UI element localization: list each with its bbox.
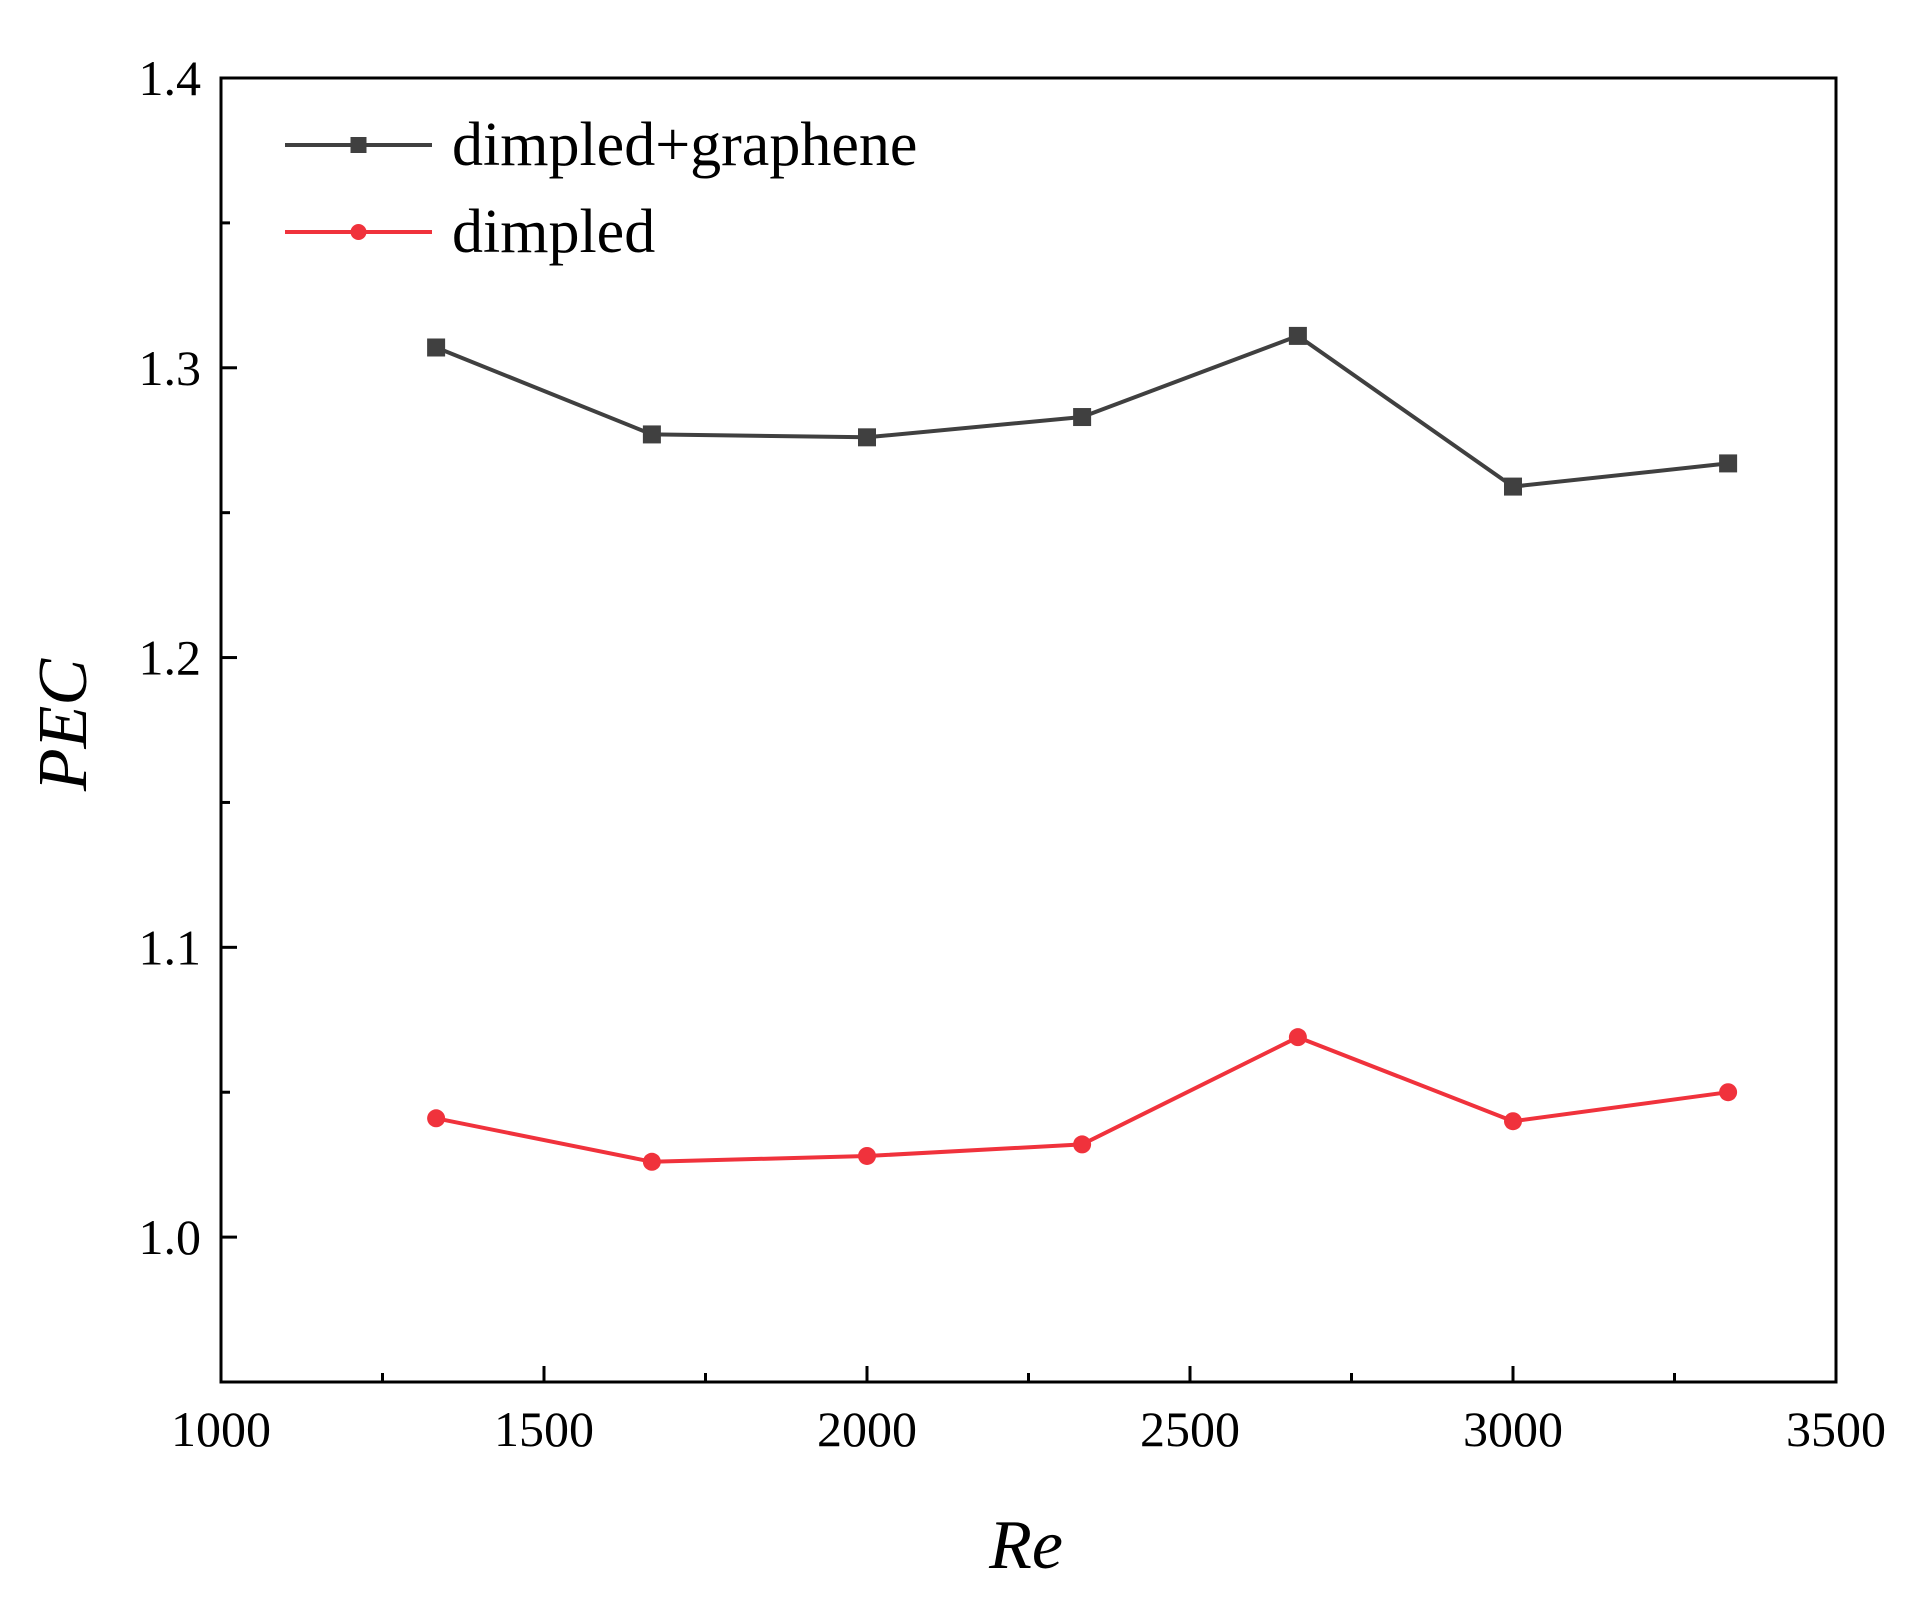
y-tick-label: 1.2 xyxy=(139,630,202,686)
data-point-dimpled-graphene xyxy=(1719,454,1738,473)
data-point-dimpled xyxy=(1288,1028,1307,1047)
series-dimpled-graphene xyxy=(427,326,1738,496)
legend-entry-dimpled-graphene: dimpled+graphene xyxy=(285,111,917,179)
data-point-dimpled-graphene xyxy=(427,338,446,357)
legend: dimpled+graphene dimpled xyxy=(285,111,917,266)
data-point-dimpled-graphene xyxy=(1073,408,1092,427)
legend-label-dimpled: dimpled xyxy=(452,198,655,266)
x-tick-label: 3500 xyxy=(1786,1401,1886,1457)
data-point-dimpled xyxy=(1719,1083,1738,1102)
data-point-dimpled xyxy=(427,1109,446,1128)
x-tick-label: 2000 xyxy=(817,1401,917,1457)
series-dimpled xyxy=(427,1028,1738,1171)
data-point-dimpled-graphene xyxy=(1288,326,1307,345)
data-point-dimpled xyxy=(642,1152,661,1171)
legend-entry-dimpled: dimpled xyxy=(285,198,655,266)
x-tick-label: 2500 xyxy=(1140,1401,1240,1457)
x-tick-label: 1000 xyxy=(171,1401,271,1457)
data-point-dimpled xyxy=(1504,1112,1522,1131)
data-point-dimpled-graphene xyxy=(1504,477,1522,496)
legend-marker-dimpled-graphene xyxy=(350,137,367,153)
data-point-dimpled-graphene xyxy=(858,428,876,447)
x-axis-title: Re xyxy=(988,1507,1063,1584)
data-point-dimpled-graphene xyxy=(642,425,661,444)
data-series xyxy=(427,326,1738,1171)
legend-marker-dimpled xyxy=(350,224,367,240)
y-tick-label: 1.0 xyxy=(139,1209,202,1265)
data-point-dimpled xyxy=(1073,1135,1092,1154)
y-tick-label: 1.4 xyxy=(139,50,202,106)
x-tick-label: 1500 xyxy=(494,1401,594,1457)
y-tick-label: 1.3 xyxy=(139,340,202,396)
data-point-dimpled xyxy=(858,1146,876,1165)
x-tick-label: 3000 xyxy=(1463,1401,1563,1457)
plot-frame xyxy=(219,76,1838,1384)
legend-label-dimpled-graphene: dimpled+graphene xyxy=(452,111,917,179)
y-axis-title: PEC xyxy=(25,658,102,793)
y-tick-label: 1.1 xyxy=(139,919,202,975)
axis-tick-labels: 1000 1500 2000 2500 3000 3500 1.0 1.1 1.2 1.3 1.4 xyxy=(139,50,1887,1457)
